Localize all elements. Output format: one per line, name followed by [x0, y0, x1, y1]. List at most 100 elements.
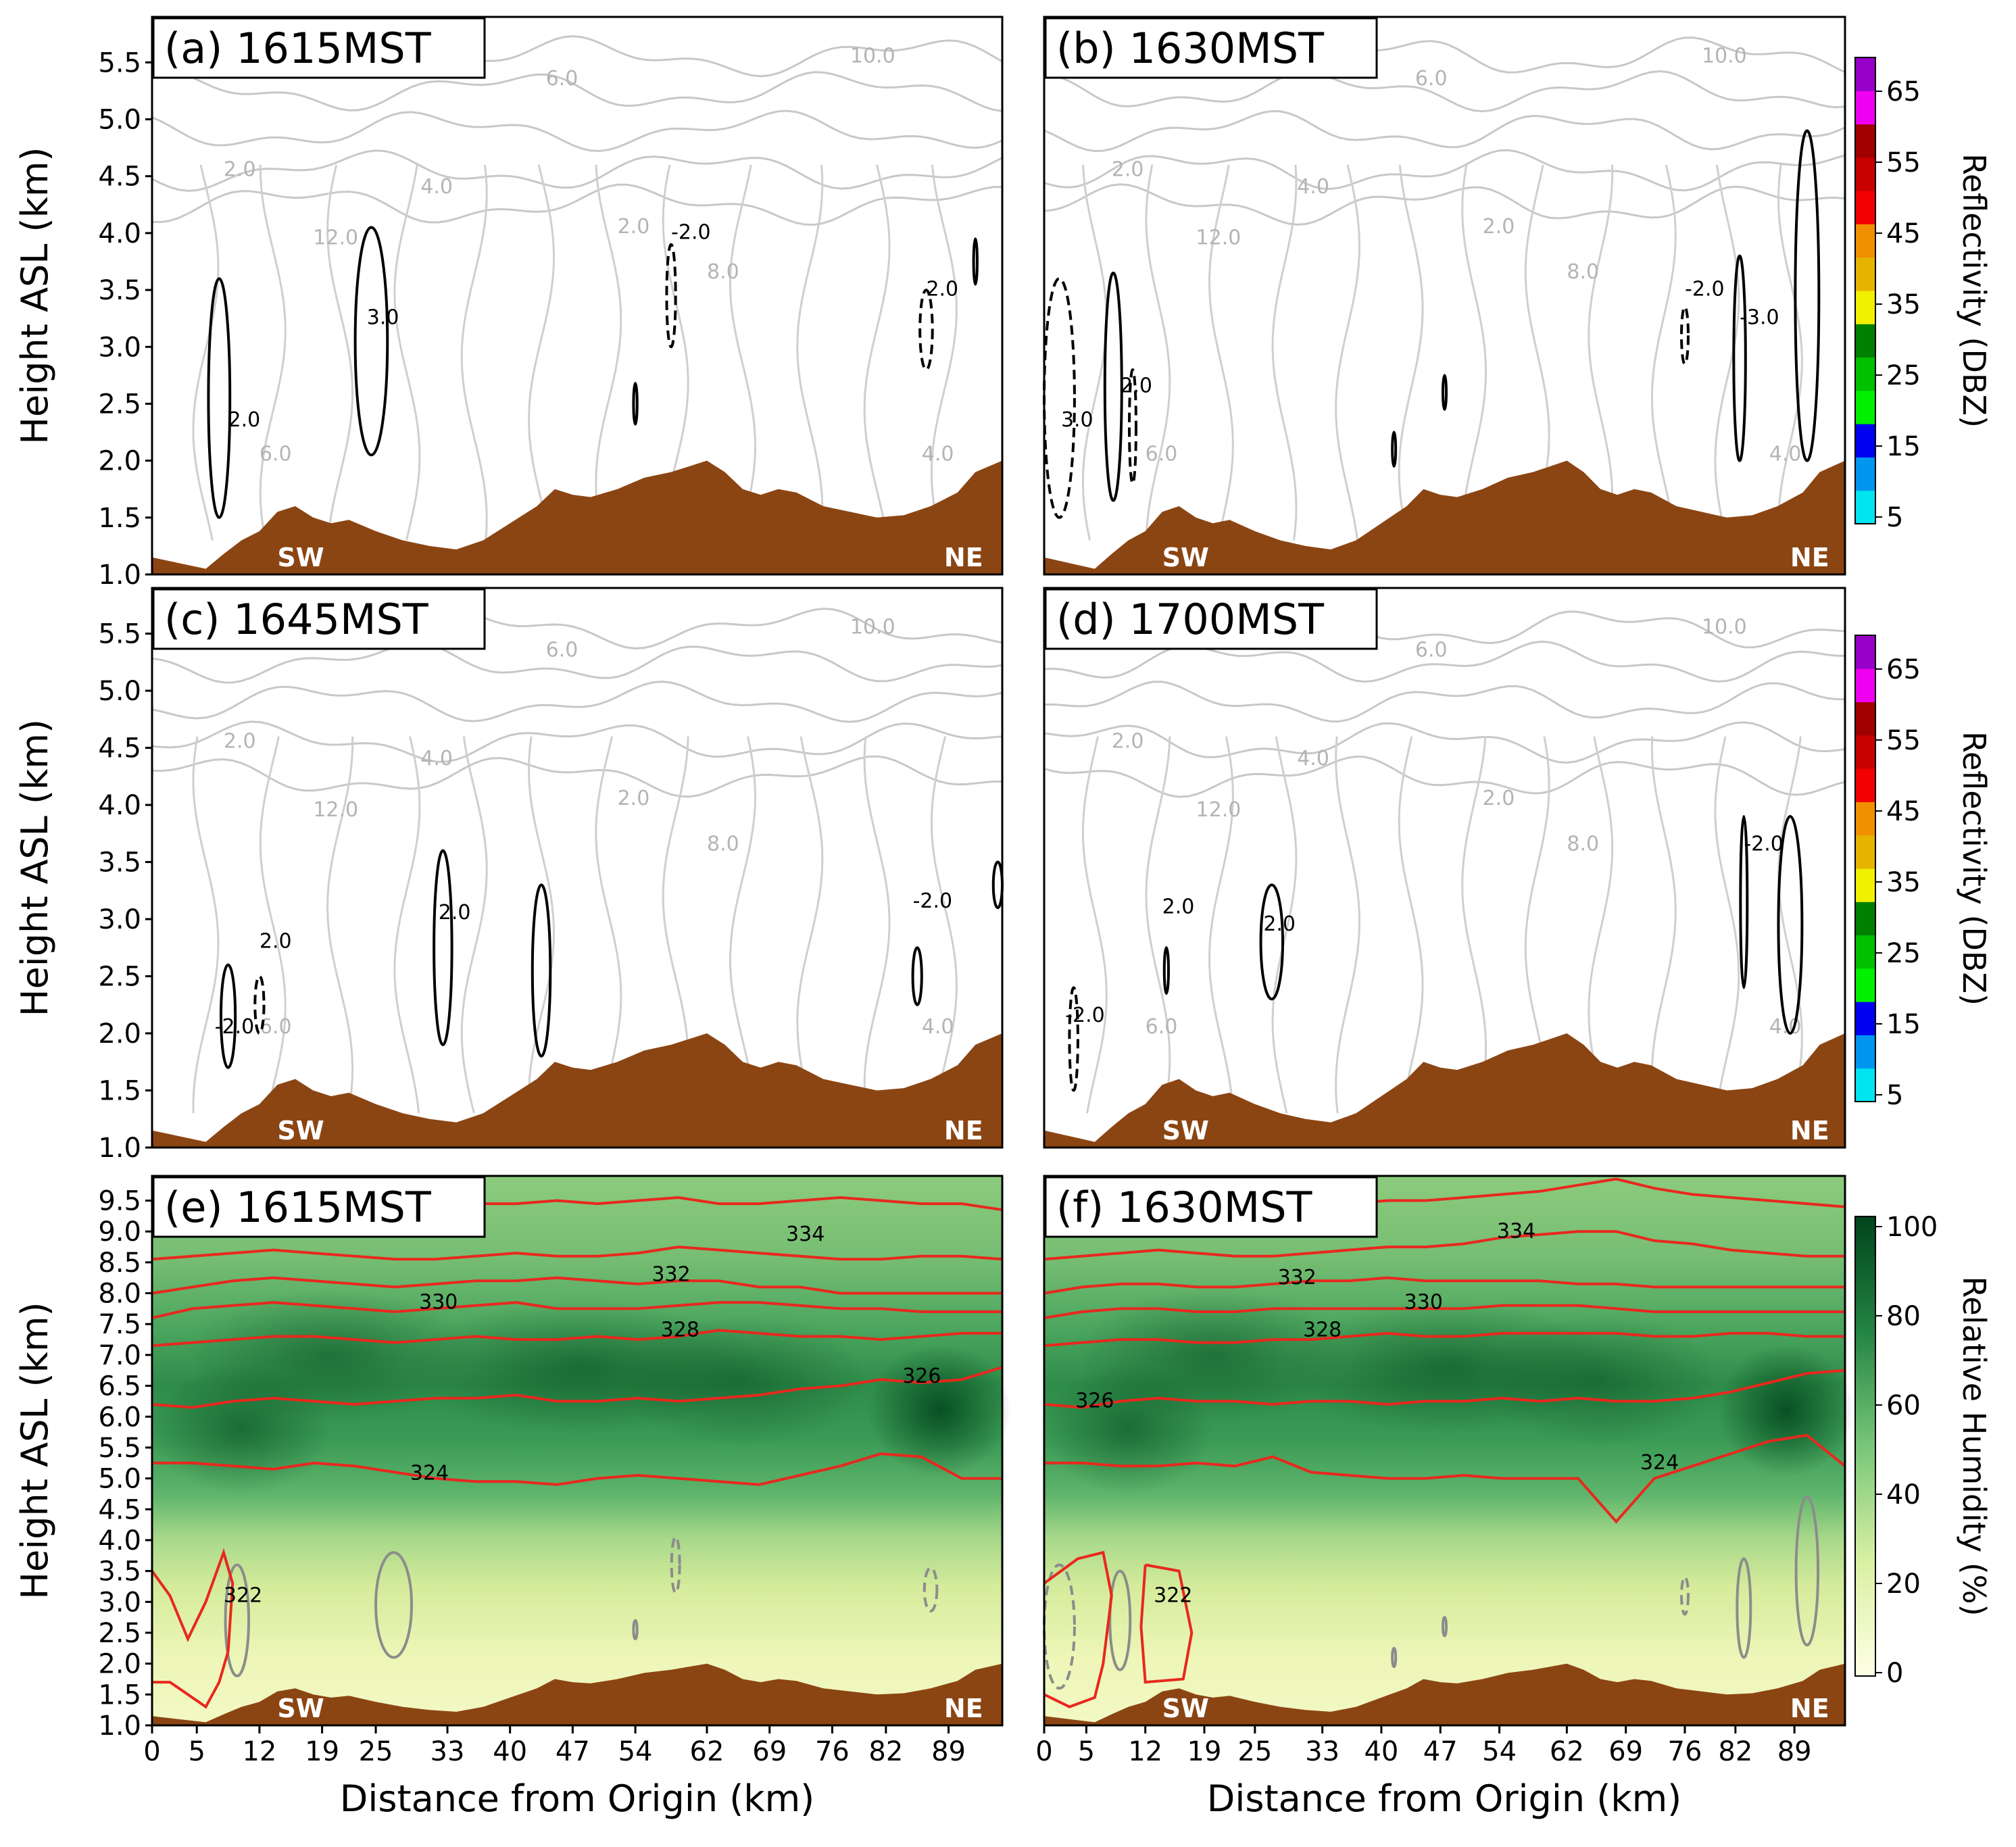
gray-contour-line	[1650, 736, 1677, 1114]
y-tick-label: 6.0	[98, 1402, 141, 1433]
contour-label: 2.0	[260, 929, 292, 953]
direction-label-ne: NE	[1790, 543, 1829, 572]
x-tick-label: 62	[1550, 1736, 1584, 1767]
colorbar-swatch	[1855, 835, 1875, 869]
x-tick-label: 69	[752, 1736, 787, 1767]
x-tick-label: 82	[868, 1736, 903, 1767]
gray-contour-label: 6.0	[546, 638, 579, 662]
colorbar-title: Reflectivity (DBZ)	[1956, 153, 1992, 428]
negative-contour	[1127, 368, 1137, 485]
contour-label: 2.0	[1263, 912, 1296, 936]
terrain	[152, 1663, 1002, 1725]
colorbar-tick-label: 15	[1886, 431, 1921, 462]
x-tick-label: 89	[1777, 1736, 1812, 1767]
theta-contour-label: 332	[1278, 1266, 1317, 1289]
contour-label: -2.0	[1685, 278, 1725, 301]
gray-contour-line	[528, 164, 556, 541]
gray-contour-line	[259, 736, 287, 1114]
gray-contour-line	[151, 149, 1003, 192]
panel-title: (d) 1700MST	[1056, 595, 1325, 644]
theta-contour-line	[151, 1301, 1002, 1320]
gray-contour-line	[1335, 164, 1361, 541]
x-tick-label: 40	[1364, 1736, 1398, 1767]
colorbar-frame	[1854, 57, 1876, 524]
gray-contour-label: 4.0	[1769, 443, 1802, 466]
colorbar-swatch	[1855, 457, 1875, 491]
positive-contour	[1103, 271, 1123, 502]
positive-contour	[1391, 430, 1398, 468]
y-tick-label: 4.5	[98, 733, 141, 764]
x-tick-label: 12	[242, 1736, 276, 1767]
panel-frame	[1043, 587, 1846, 1149]
gray-contour-line	[1043, 721, 1846, 764]
theta-contour-line	[435, 1196, 1003, 1212]
direction-label-sw: SW	[277, 543, 324, 572]
terrain	[152, 1033, 1002, 1148]
negative-contour	[1043, 1563, 1076, 1690]
gray-contour-label: 6.0	[260, 443, 292, 466]
gray-contour-line	[1777, 736, 1803, 1114]
positive-contour	[224, 1563, 251, 1677]
gray-contour-label: 2.0	[1112, 158, 1144, 182]
gray-contour-line	[1081, 736, 1108, 1114]
contour-label: 3.0	[367, 306, 399, 330]
y-tick-label: 3.5	[98, 275, 141, 306]
gray-contour-line	[1271, 164, 1298, 541]
negative-contour	[1680, 1575, 1690, 1616]
colorbar-swatch	[1855, 768, 1875, 802]
y-tick-label: 2.0	[98, 1649, 141, 1680]
gray-contour-label: 4.0	[420, 175, 453, 199]
y-axis-title: Height ASL (km)	[14, 147, 56, 444]
gray-contour-line	[151, 720, 1003, 763]
y-tick-label: 1.5	[98, 503, 141, 534]
panel-title: (b) 1630MST	[1056, 24, 1325, 73]
negative-contour	[665, 243, 677, 349]
colorbar-title: Reflectivity (DBZ)	[1956, 731, 1992, 1006]
positive-contour	[1794, 129, 1821, 462]
theta-contour-line	[151, 1329, 1002, 1348]
colorbar-swatch	[1855, 902, 1875, 936]
y-tick-label: 4.0	[98, 218, 141, 249]
y-tick-label: 5.5	[98, 1433, 141, 1464]
positive-contour	[531, 883, 552, 1058]
panel-title-box: (e) 1615MST	[152, 1176, 486, 1238]
x-axis-title-right: Distance from Origin (km)	[1207, 1777, 1682, 1820]
gray-contour-line	[796, 164, 824, 541]
colorbar-tick-label: 60	[1886, 1390, 1921, 1421]
humidity-colorbar: 0 20 40 60 80 100 Relative Humidity (%)	[1854, 1212, 1992, 1689]
colorbar-swatch	[1855, 968, 1875, 1002]
gray-contour-line	[863, 164, 891, 541]
gray-contour-line	[1043, 681, 1845, 723]
gray-contour-line	[1398, 736, 1424, 1114]
x-tick-label: 89	[931, 1736, 966, 1767]
colorbar-swatch	[1855, 191, 1875, 224]
terrain	[1044, 1663, 1845, 1725]
colorbar-swatch	[1855, 224, 1875, 258]
x-tick-label: 69	[1608, 1736, 1643, 1767]
gray-contour-line	[151, 183, 1003, 226]
gray-contour-line	[1398, 164, 1424, 541]
y-tick-label: 2.5	[98, 1618, 141, 1649]
positive-contour	[1794, 1496, 1820, 1647]
y-tick-label: 3.5	[98, 847, 141, 879]
panel-frame	[1043, 16, 1846, 576]
gray-contour-line	[1461, 164, 1488, 541]
panel-title-box: (f) 1630MST	[1044, 1176, 1378, 1238]
gray-contour-label: 4.0	[1297, 175, 1329, 199]
theta-contour-label: 334	[786, 1223, 825, 1246]
y-tick-label: 4.0	[98, 1525, 141, 1556]
x-tick-label: 82	[1718, 1736, 1752, 1767]
colorbar-swatch	[1855, 324, 1875, 358]
terrain	[152, 460, 1002, 574]
gray-contour-label: 8.0	[707, 833, 739, 856]
positive-contour	[1391, 1646, 1398, 1669]
gray-contour-label: 8.0	[1567, 833, 1599, 856]
colorbar-frame	[1854, 635, 1876, 1102]
colorbar-swatch	[1855, 357, 1875, 391]
humidity-moist-patch	[617, 1313, 868, 1446]
gray-contour-line	[192, 736, 220, 1114]
colorbar-tick-label: 25	[1886, 360, 1921, 391]
y-tick-label: 5.5	[98, 47, 141, 78]
theta-contour-label: 324	[410, 1461, 449, 1485]
